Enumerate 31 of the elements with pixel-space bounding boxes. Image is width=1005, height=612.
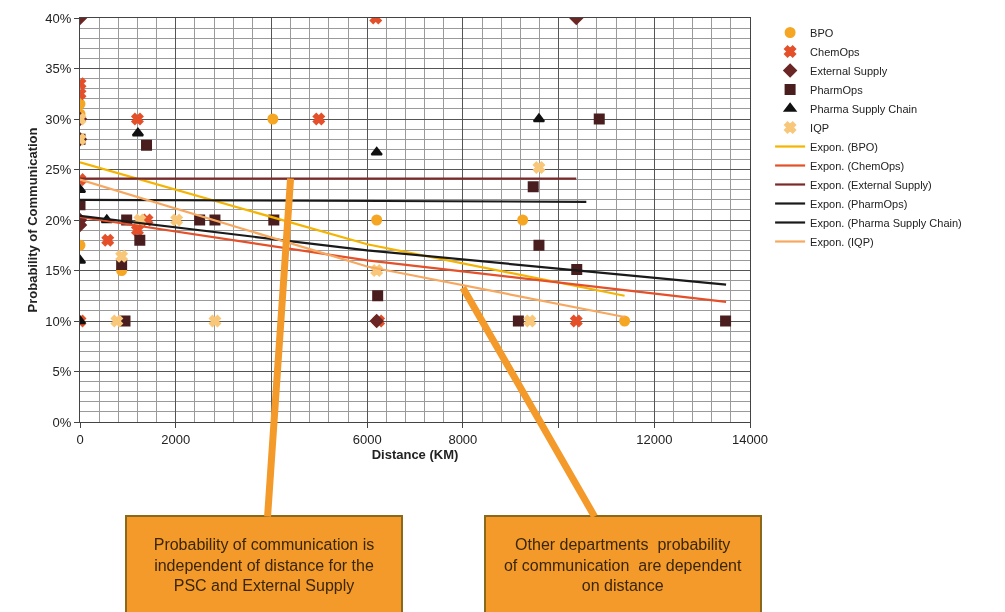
y-axis-title: Probability of Communication	[25, 127, 41, 313]
legend-label: ChemOps	[810, 45, 861, 58]
legend-label: Expon. (BPO)	[810, 140, 878, 153]
y-tick-label: 25%	[45, 162, 72, 178]
legend-label: Expon. (ChemOps)	[810, 159, 905, 172]
annotation: Other departments probability of communication are dependent on distance	[503, 535, 743, 595]
legend-label: PharmOps	[810, 83, 864, 96]
y-tick-label: 0%	[52, 414, 72, 430]
y-tick-label: 5%	[52, 364, 72, 380]
x-tick-label: 8000	[448, 431, 478, 447]
legend-label: Expon. (External Supply)	[810, 178, 932, 191]
annotation: Probability of communication is independent of distance for the PSC and External Supply	[153, 535, 375, 595]
x-tick-label: 14000	[731, 431, 769, 447]
legend-label: Pharma Supply Chain	[810, 102, 918, 115]
legend-label: Expon. (Pharma Supply Chain)	[810, 216, 962, 229]
y-tick-label: 20%	[45, 212, 72, 228]
y-tick-label: 40%	[45, 10, 72, 26]
legend-label: Expon. (IQP)	[810, 235, 874, 248]
x-tick-label: 0	[76, 431, 84, 447]
x-tick-label: 12000	[636, 431, 673, 447]
x-tick-label: 2000	[161, 431, 191, 447]
y-tick-label: 10%	[45, 313, 72, 329]
y-tick-label: 30%	[45, 111, 72, 127]
y-tick-label: 15%	[45, 263, 72, 279]
legend-label: External Supply	[810, 64, 888, 77]
legend-label: Expon. (PharmOps)	[810, 197, 908, 210]
legend-label: BPO	[810, 26, 834, 39]
legend-label: IQP	[810, 121, 830, 134]
x-axis-title: Distance (KM)	[371, 447, 459, 463]
x-tick-label: 6000	[352, 431, 382, 447]
y-tick-label: 35%	[45, 61, 72, 77]
